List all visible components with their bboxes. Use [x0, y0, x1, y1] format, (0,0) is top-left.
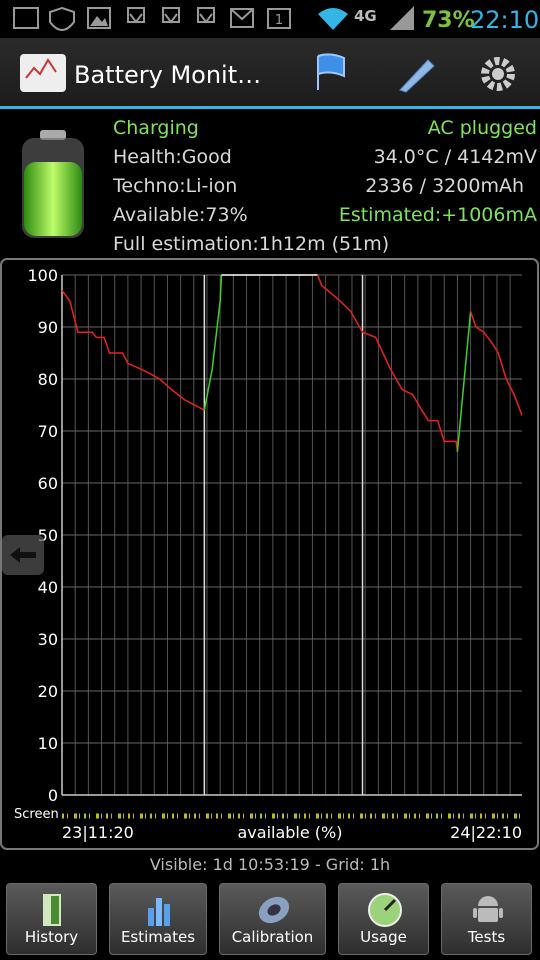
button-label: Calibration	[231, 928, 314, 946]
y-tick-label: 0	[48, 786, 58, 805]
line	[317, 274, 459, 452]
flag-button[interactable]	[317, 53, 345, 90]
icon	[13, 7, 39, 29]
history-button[interactable]: History	[6, 883, 97, 955]
y-tick-label: 60	[38, 474, 58, 493]
x-end-label: 24|22:10	[450, 823, 522, 842]
signal-icon	[390, 6, 414, 30]
line	[203, 274, 223, 411]
button-label: Estimates	[120, 928, 196, 946]
estimated: Estimated:+1006mA	[338, 204, 537, 226]
y-tick-label: 100	[27, 266, 58, 285]
icon	[148, 898, 170, 926]
sim-badge: 1	[275, 13, 283, 28]
y-tick-label: 80	[38, 370, 58, 389]
action-bar: Battery Monit…	[0, 38, 540, 109]
icon	[127, 7, 145, 24]
y-tick-label: 30	[38, 630, 58, 649]
icon	[90, 16, 108, 26]
status-bar: 1 4G 73% 22:10	[0, 0, 540, 38]
settings-button[interactable]	[481, 57, 515, 91]
techno: Techno:Li-ion	[113, 175, 238, 197]
y-tick-label: 90	[38, 318, 58, 337]
line	[61, 290, 205, 411]
estimates-button[interactable]: Estimates	[109, 883, 207, 955]
temp-voltage: 34.0°C / 4142mV	[373, 146, 537, 168]
icon	[230, 8, 254, 28]
battery-percent: 73%	[422, 8, 475, 33]
y-tick-label: 10	[38, 734, 58, 753]
capacity: 2336 / 3200mAh	[365, 175, 524, 197]
health: Health:Good	[113, 146, 232, 168]
y-tick-label: 40	[38, 578, 58, 597]
icon	[368, 893, 402, 927]
calibration-button[interactable]: Calibration	[219, 883, 326, 955]
status-icons: 1 4G 73% 22:10	[13, 6, 539, 34]
line	[456, 311, 472, 452]
chart: Screen 23|11:20 available (%) 24|22:10 0…	[0, 258, 539, 850]
icon	[473, 896, 503, 922]
icon	[258, 896, 290, 924]
usage-button[interactable]: Usage	[338, 883, 429, 955]
clock: 22:10	[470, 6, 539, 34]
strip-label: Screen	[14, 807, 59, 822]
chart-panel	[0, 258, 539, 850]
button-label: Tests	[467, 928, 506, 946]
button-label: Usage	[360, 928, 407, 946]
full-estimation: Full estimation:1h12m (51m)	[113, 233, 390, 255]
visible-info: Visible: 1d 10:53:19 - Grid: 1h	[149, 855, 391, 874]
app-icon[interactable]	[20, 54, 66, 92]
button-label: History	[24, 928, 79, 946]
available: Available:73%	[113, 204, 248, 226]
battery-image	[22, 130, 84, 238]
icon	[197, 7, 215, 24]
wifi-icon	[318, 8, 348, 30]
icon	[267, 8, 291, 29]
app-icon-graph	[25, 58, 57, 79]
icon	[49, 6, 75, 32]
side-tab[interactable]	[2, 535, 46, 575]
network-type: 4G	[354, 7, 377, 25]
plug-state: AC plugged	[427, 117, 537, 139]
edit-button[interactable]	[399, 59, 435, 93]
y-tick-label: 70	[38, 422, 58, 441]
icon	[87, 7, 111, 29]
action-bar-graphics: Battery Monit…	[20, 53, 515, 93]
app-title: Battery Monit…	[74, 61, 261, 89]
line	[469, 311, 523, 416]
y-axis-label: available (%)	[238, 823, 343, 842]
x-start-label: 23|11:20	[62, 823, 134, 842]
settings-hub	[492, 68, 504, 80]
y-tick-label: 20	[38, 682, 58, 701]
tests-button[interactable]: Tests	[441, 883, 532, 955]
icon	[43, 894, 61, 926]
charge-state: Charging	[113, 117, 199, 139]
icon	[162, 7, 180, 24]
